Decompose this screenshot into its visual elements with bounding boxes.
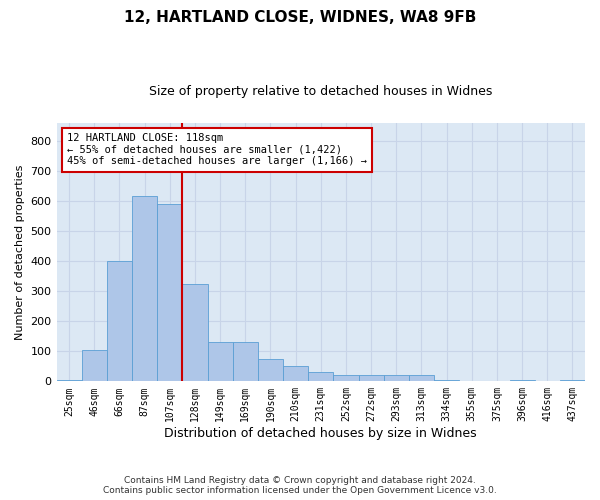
- Text: Contains HM Land Registry data © Crown copyright and database right 2024.
Contai: Contains HM Land Registry data © Crown c…: [103, 476, 497, 495]
- X-axis label: Distribution of detached houses by size in Widnes: Distribution of detached houses by size …: [164, 427, 477, 440]
- Y-axis label: Number of detached properties: Number of detached properties: [15, 164, 25, 340]
- Bar: [157, 204, 182, 382]
- Bar: [560, 380, 585, 382]
- Text: 12, HARTLAND CLOSE, WIDNES, WA8 9FB: 12, HARTLAND CLOSE, WIDNES, WA8 9FB: [124, 10, 476, 25]
- Bar: [283, 366, 308, 382]
- Bar: [383, 376, 409, 382]
- Bar: [434, 380, 459, 382]
- Title: Size of property relative to detached houses in Widnes: Size of property relative to detached ho…: [149, 85, 493, 98]
- Bar: [334, 376, 359, 382]
- Bar: [182, 284, 208, 382]
- Bar: [56, 380, 82, 382]
- Bar: [233, 342, 258, 382]
- Bar: [107, 261, 132, 382]
- Bar: [132, 196, 157, 382]
- Bar: [359, 376, 383, 382]
- Bar: [308, 372, 334, 382]
- Text: 12 HARTLAND CLOSE: 118sqm
← 55% of detached houses are smaller (1,422)
45% of se: 12 HARTLAND CLOSE: 118sqm ← 55% of detac…: [67, 133, 367, 166]
- Bar: [509, 380, 535, 382]
- Bar: [82, 350, 107, 382]
- Bar: [208, 342, 233, 382]
- Bar: [409, 376, 434, 382]
- Bar: [258, 359, 283, 382]
